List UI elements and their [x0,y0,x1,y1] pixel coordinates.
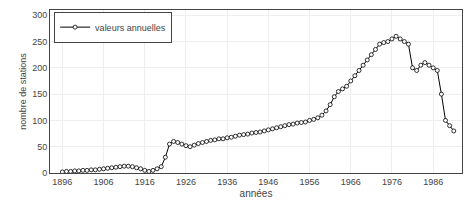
svg-text:années: années [240,188,273,199]
svg-text:300: 300 [32,10,47,20]
svg-text:150: 150 [32,89,47,99]
svg-text:1916: 1916 [135,177,155,187]
svg-text:1936: 1936 [217,177,237,187]
svg-text:1986: 1986 [423,177,443,187]
svg-text:1946: 1946 [258,177,278,187]
svg-text:1956: 1956 [300,177,320,187]
svg-text:1906: 1906 [94,177,114,187]
svg-text:50: 50 [37,142,47,152]
svg-text:200: 200 [32,63,47,73]
svg-text:1966: 1966 [341,177,361,187]
svg-text:250: 250 [32,37,47,47]
svg-text:1896: 1896 [52,177,72,187]
svg-text:1976: 1976 [382,177,402,187]
svg-text:100: 100 [32,116,47,126]
svg-text:valeurs annuelles: valeurs annuelles [95,23,166,33]
svg-text:1926: 1926 [176,177,196,187]
svg-text:0: 0 [42,168,47,178]
svg-text:nombre de stations: nombre de stations [18,53,28,130]
